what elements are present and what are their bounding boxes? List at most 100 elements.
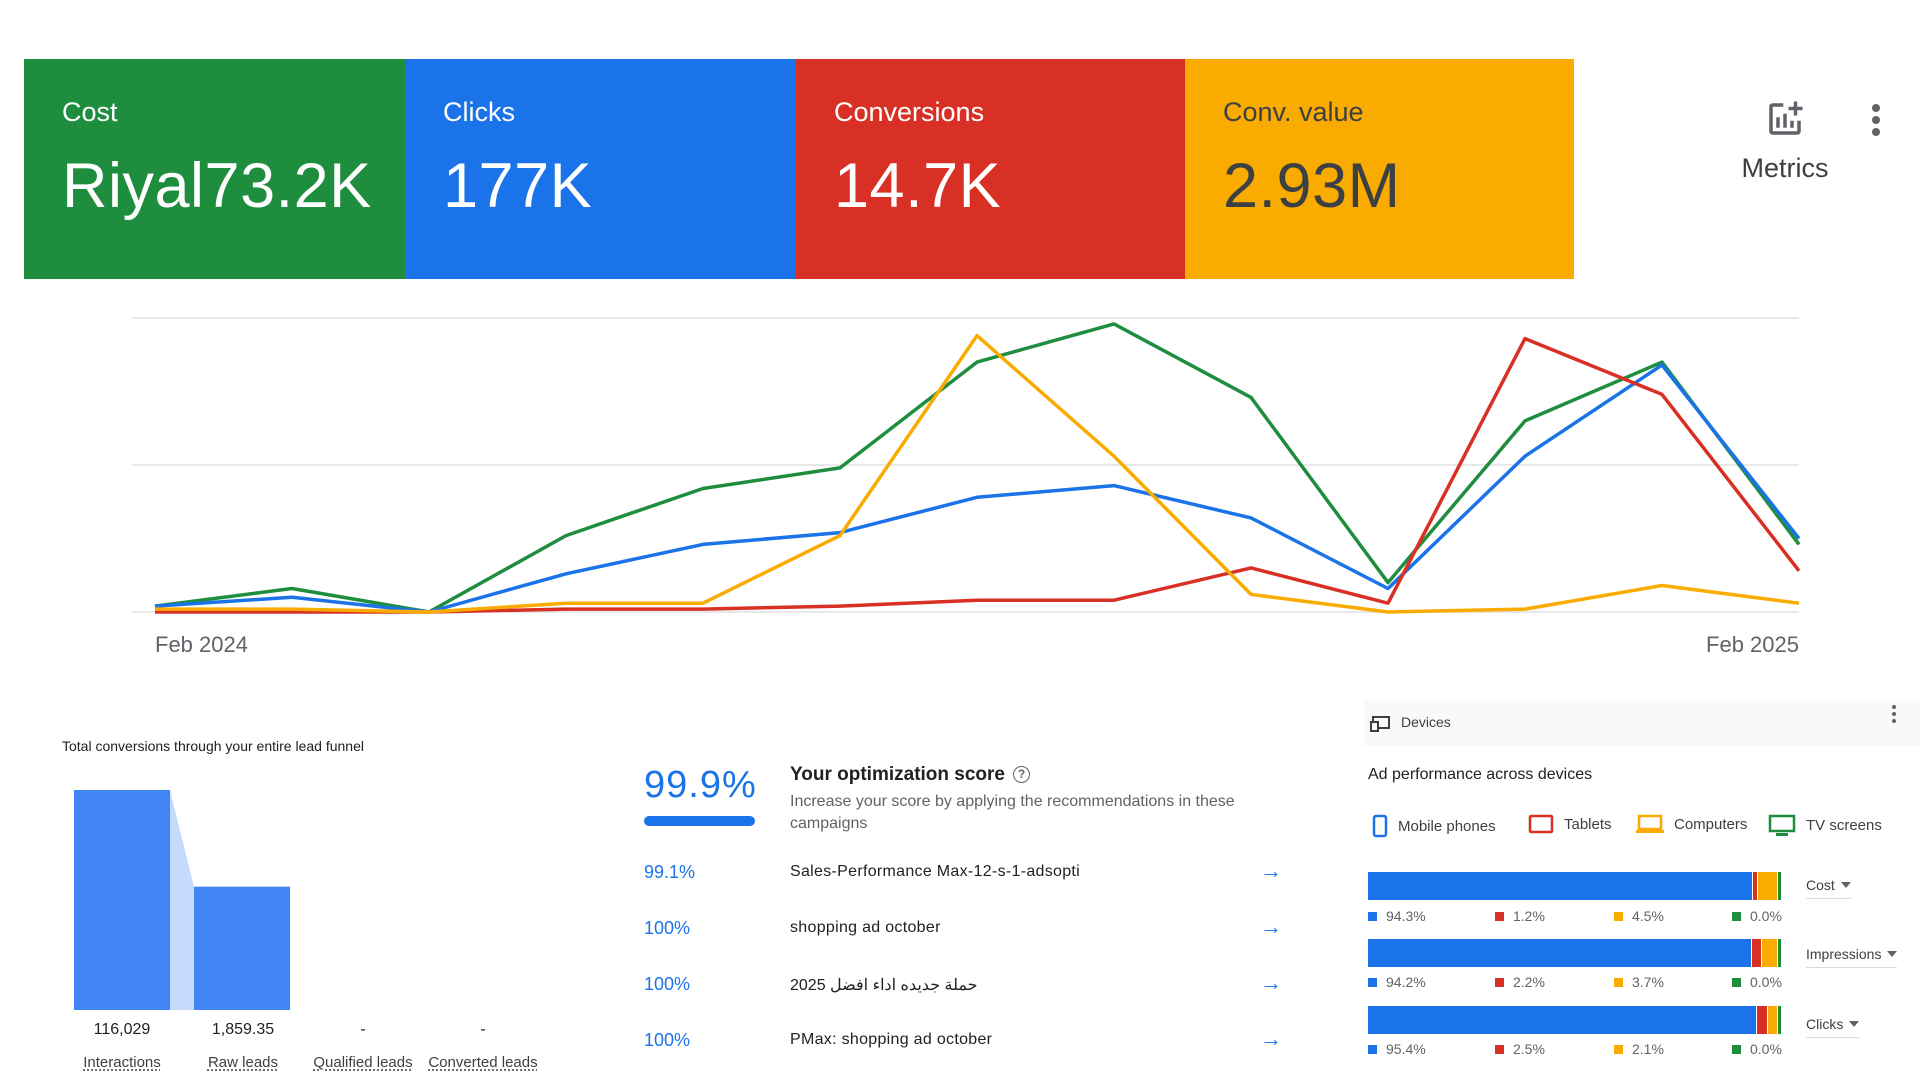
- arrow-right-icon[interactable]: →: [1260, 970, 1282, 995]
- device-pct-row-clicks: 95.4% 2.5% 2.1% 0.0%: [1368, 1041, 1788, 1059]
- series-line-2: [155, 336, 1801, 614]
- device-segment[interactable]: [1776, 1006, 1782, 1034]
- device-segment[interactable]: [1767, 1006, 1777, 1034]
- series-line-3: [155, 333, 1800, 614]
- pct-mobile: 94.3%: [1386, 908, 1426, 924]
- scorecard-value: 2.93M: [1223, 151, 1401, 221]
- funnel-label-raw-leads[interactable]: Raw leads: [207, 1054, 279, 1071]
- funnel-label-interactions[interactable]: Interactions: [83, 1054, 161, 1071]
- device-bar-cost[interactable]: [1368, 872, 1783, 900]
- devices-title: Ad performance across devices: [1368, 766, 1593, 783]
- scorecard-cost[interactable]: Cost Riyal73.2K: [24, 59, 405, 279]
- pct-tablet: 2.2%: [1513, 974, 1545, 990]
- device-segment[interactable]: [1776, 939, 1782, 967]
- campaign-name: Sales-Performance Max-12-s-1-adsopti: [790, 863, 1081, 880]
- pct-mobile: 94.2%: [1386, 974, 1426, 990]
- funnel-value-raw-leads: 1,859.35: [211, 1021, 275, 1038]
- tablet-icon: [1528, 814, 1554, 834]
- scorecard-value: 177K: [443, 151, 593, 221]
- funnel-bar[interactable]: [74, 790, 170, 1010]
- device-bar-impressions[interactable]: [1368, 939, 1783, 967]
- pct-tv: 0.0%: [1750, 974, 1782, 990]
- x-axis-label-end: Feb 2025: [1706, 632, 1799, 657]
- tv-screen-icon: [1768, 814, 1796, 836]
- campaign-row[interactable]: 100% PMax: shopping ad october →: [644, 1026, 1294, 1060]
- performance-line-chart: Feb 2024 Feb 2025: [132, 317, 1801, 657]
- campaign-score: 100%: [644, 918, 691, 938]
- pct-computer: 3.7%: [1632, 974, 1664, 990]
- arrow-right-icon[interactable]: →: [1260, 914, 1282, 939]
- device-segment[interactable]: [1751, 872, 1758, 900]
- campaign-name: shopping ad october: [790, 919, 941, 936]
- legend-tv-screens[interactable]: TV screens: [1768, 814, 1882, 836]
- pct-computer: 4.5%: [1632, 908, 1664, 924]
- funnel-bar[interactable]: [194, 886, 290, 1010]
- metric-select-impressions[interactable]: Impressions: [1806, 946, 1898, 968]
- optimization-score-value[interactable]: 99.9%: [644, 764, 757, 806]
- metric-select-label: Cost: [1806, 877, 1835, 893]
- pct-computer: 2.1%: [1632, 1041, 1664, 1057]
- dropdown-arrow-icon: [1887, 951, 1898, 957]
- metric-select-clicks[interactable]: Clicks: [1806, 1016, 1860, 1038]
- scorecard-conversions[interactable]: Conversions 14.7K: [796, 59, 1185, 279]
- device-segment[interactable]: [1757, 872, 1777, 900]
- dropdown-arrow-icon: [1840, 882, 1851, 888]
- legend-mobile-phones[interactable]: Mobile phones: [1372, 814, 1496, 838]
- computer-icon: [1636, 814, 1664, 833]
- pct-mobile: 95.4%: [1386, 1041, 1426, 1057]
- dropdown-arrow-icon: [1849, 1021, 1860, 1027]
- campaign-name: PMax: shopping ad october: [790, 1031, 993, 1048]
- scorecard-conv-value[interactable]: Conv. value 2.93M: [1185, 59, 1574, 279]
- devices-more-options-icon[interactable]: [1889, 705, 1899, 727]
- campaign-name: حملة جديده اداء افضل 2025: [790, 977, 978, 994]
- arrow-right-icon[interactable]: →: [1260, 858, 1282, 883]
- metric-select-label: Impressions: [1806, 946, 1882, 962]
- optimization-title: Your optimization score?: [790, 764, 1031, 786]
- device-pct-row-cost: 94.3% 1.2% 4.5% 0.0%: [1368, 908, 1788, 926]
- device-segment[interactable]: [1368, 939, 1751, 967]
- series-line-1: [154, 363, 1801, 614]
- scorecard-clicks[interactable]: Clicks 177K: [405, 59, 796, 279]
- metrics-label: Metrics: [1741, 153, 1829, 183]
- arrow-right-icon[interactable]: →: [1260, 1026, 1282, 1051]
- scorecard-label: Clicks: [443, 97, 515, 127]
- devices-header-label: Devices: [1401, 714, 1451, 730]
- funnel-label-converted-leads[interactable]: Converted leads: [428, 1054, 538, 1071]
- device-segment[interactable]: [1760, 939, 1777, 967]
- device-segment[interactable]: [1750, 939, 1761, 967]
- funnel-connector: [170, 790, 194, 1010]
- scorecard-label: Conversions: [834, 97, 985, 127]
- pct-tv: 0.0%: [1750, 908, 1782, 924]
- device-segment[interactable]: [1368, 1006, 1756, 1034]
- campaign-score: 100%: [644, 974, 691, 994]
- pct-tablet: 2.5%: [1513, 1041, 1545, 1057]
- legend-computers[interactable]: Computers: [1636, 814, 1747, 834]
- device-segment[interactable]: [1368, 872, 1752, 900]
- legend-tablets[interactable]: Tablets: [1528, 814, 1612, 834]
- lead-funnel-chart: [74, 790, 290, 1010]
- campaign-row[interactable]: 99.1% Sales-Performance Max-12-s-1-adsop…: [644, 858, 1294, 892]
- metrics-button[interactable]: Metrics: [1730, 98, 1840, 184]
- pct-tablet: 1.2%: [1513, 908, 1545, 924]
- devices-header: Devices: [1364, 700, 1920, 746]
- more-options-icon[interactable]: [1866, 104, 1886, 138]
- funnel-label-qualified-leads[interactable]: Qualified leads: [313, 1054, 413, 1071]
- device-bar-clicks[interactable]: [1368, 1006, 1783, 1034]
- series-line-0: [154, 322, 1801, 614]
- scorecard-label: Cost: [62, 97, 118, 127]
- campaign-row[interactable]: 100% shopping ad october →: [644, 914, 1294, 948]
- add-chart-icon: [1769, 101, 1803, 135]
- device-segment[interactable]: [1776, 872, 1782, 900]
- scorecard-value: Riyal73.2K: [62, 151, 372, 221]
- scorecard-value: 14.7K: [834, 151, 1002, 221]
- help-icon[interactable]: ?: [1013, 766, 1031, 783]
- metric-select-cost[interactable]: Cost: [1806, 877, 1851, 899]
- campaign-row[interactable]: 100% حملة جديده اداء افضل 2025 →: [644, 970, 1294, 1004]
- devices-icon: [1370, 716, 1390, 732]
- metric-select-label: Clicks: [1806, 1016, 1844, 1032]
- device-segment[interactable]: [1755, 1006, 1768, 1034]
- device-pct-row-impressions: 94.2% 2.2% 3.7% 0.0%: [1368, 974, 1788, 992]
- legend-label: Tablets: [1564, 815, 1612, 833]
- legend-label: TV screens: [1806, 816, 1882, 834]
- funnel-title: Total conversions through your entire le…: [62, 738, 364, 754]
